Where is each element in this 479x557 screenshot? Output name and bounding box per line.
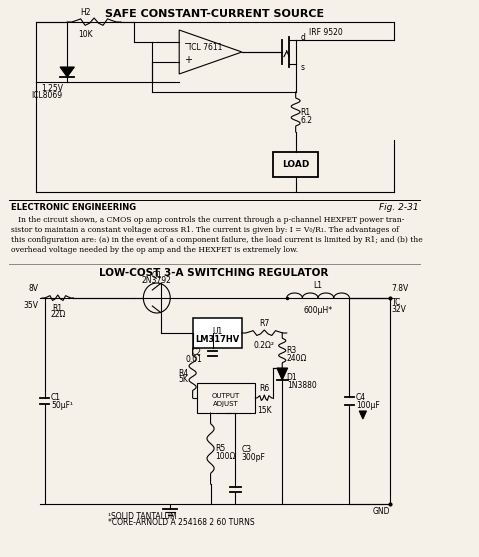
Text: overhead voltage needed by the op amp and the HEXFET is extremely low.: overhead voltage needed by the op amp an… [11, 246, 298, 254]
Text: 32V: 32V [391, 305, 406, 314]
Text: R6: R6 [259, 384, 270, 393]
Text: +: + [183, 55, 192, 65]
Text: ELECTRONIC ENGINEERING: ELECTRONIC ENGINEERING [11, 203, 136, 212]
Text: LOAD: LOAD [282, 160, 309, 169]
Text: ¹SOLID TANTALUM: ¹SOLID TANTALUM [107, 512, 176, 521]
Text: 35V: 35V [23, 301, 38, 310]
Text: 0.2Ω²: 0.2Ω² [254, 341, 275, 350]
Text: R5: R5 [215, 444, 225, 453]
Text: ADJUST: ADJUST [213, 401, 239, 407]
Text: 1N3880: 1N3880 [287, 382, 317, 390]
Text: 10K: 10K [78, 30, 92, 39]
Text: C3: C3 [241, 445, 251, 454]
Text: OUTPUT: OUTPUT [212, 393, 240, 399]
Polygon shape [277, 368, 287, 380]
Text: d: d [300, 32, 305, 42]
Text: LOW-COST 3-A SWITCHING REGULATOR: LOW-COST 3-A SWITCHING REGULATOR [100, 268, 329, 278]
Text: 1.25V: 1.25V [41, 84, 63, 93]
Text: −: − [183, 39, 192, 49]
Text: 240Ω: 240Ω [287, 354, 307, 363]
Text: 600μH*: 600μH* [304, 306, 332, 315]
Text: C1: C1 [51, 393, 61, 403]
Text: H2: H2 [80, 8, 91, 17]
Text: R1: R1 [300, 108, 310, 116]
Text: 300pF: 300pF [241, 453, 265, 462]
Text: this configuration are: (a) in the event of a component failure, the load curren: this configuration are: (a) in the event… [11, 236, 422, 244]
Text: 8V: 8V [29, 284, 38, 293]
Text: 100Ω: 100Ω [215, 452, 235, 461]
Text: ICL 7611: ICL 7611 [189, 42, 223, 51]
Bar [197, 383, 255, 413]
Text: 2N3792: 2N3792 [142, 276, 172, 285]
Text: R4: R4 [178, 369, 188, 378]
Text: U1: U1 [212, 326, 222, 335]
Text: R3: R3 [287, 346, 297, 355]
Text: Q1: Q1 [151, 271, 162, 280]
Bar [193, 318, 242, 348]
Text: D1: D1 [287, 374, 297, 383]
Text: 22Ω: 22Ω [50, 310, 66, 319]
Text: C2: C2 [192, 348, 202, 356]
Polygon shape [359, 411, 366, 419]
Text: R1: R1 [53, 304, 63, 313]
Text: L1: L1 [314, 281, 322, 290]
Text: C4: C4 [356, 393, 366, 402]
Text: s: s [300, 62, 304, 71]
Bar [274, 152, 318, 177]
Text: 7.8V: 7.8V [391, 284, 409, 293]
Text: 0.01: 0.01 [185, 354, 202, 364]
Text: 5K: 5K [178, 375, 188, 384]
Polygon shape [60, 67, 74, 77]
Text: 50μF¹: 50μF¹ [51, 402, 73, 411]
Text: 6.2: 6.2 [300, 115, 312, 125]
Text: 15K: 15K [257, 406, 272, 415]
Text: IRF 9520: IRF 9520 [309, 27, 343, 37]
Text: sistor to maintain a constant voltage across R1. The current is given by: I = V₀: sistor to maintain a constant voltage ac… [11, 226, 399, 234]
Text: 100μF: 100μF [356, 400, 379, 409]
Text: *CORE-ARNOLD A 254168 2 60 TURNS: *CORE-ARNOLD A 254168 2 60 TURNS [107, 518, 254, 527]
Text: LM317HV: LM317HV [195, 335, 240, 344]
Text: TC: TC [391, 298, 401, 307]
Text: In the circuit shown, a CMOS op amp controls the current through a p-channel HEX: In the circuit shown, a CMOS op amp cont… [11, 216, 404, 224]
Text: ICL8069: ICL8069 [32, 91, 63, 100]
Text: Fig. 2-31: Fig. 2-31 [379, 203, 419, 212]
Text: SAFE CONSTANT-CURRENT SOURCE: SAFE CONSTANT-CURRENT SOURCE [104, 9, 324, 19]
Text: R7: R7 [259, 319, 270, 328]
Text: GND: GND [372, 507, 390, 516]
